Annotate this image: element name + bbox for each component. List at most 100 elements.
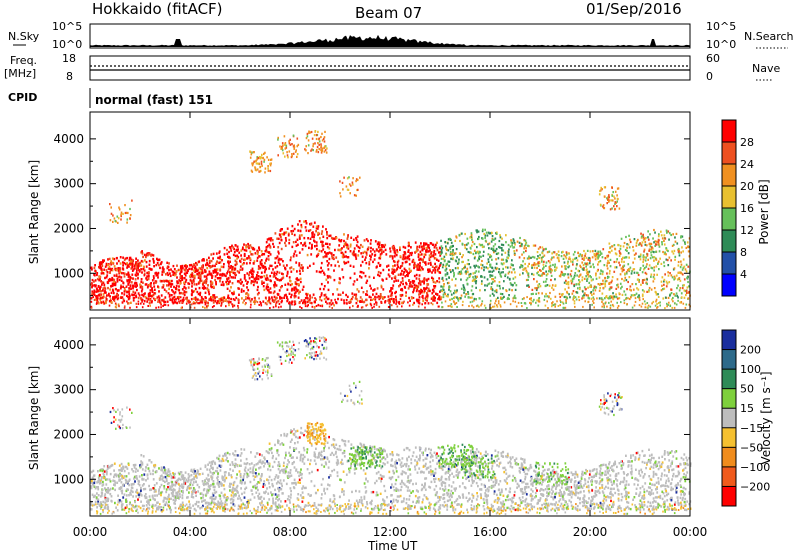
- scatter-cell: [583, 257, 586, 260]
- scatter-cell: [162, 286, 165, 289]
- scatter-cell: [524, 239, 527, 242]
- scatter-cell: [663, 287, 666, 290]
- scatter-cell: [261, 282, 263, 285]
- scatter-cell: [228, 289, 231, 293]
- scatter-cell: [538, 463, 541, 467]
- scatter-cell: [332, 500, 335, 503]
- scatter-cell: [115, 287, 117, 291]
- scatter-cell: [132, 277, 134, 280]
- scatter-cell: [615, 477, 617, 481]
- scatter-cell: [551, 302, 553, 305]
- scatter-cell: [315, 137, 318, 141]
- scatter-cell: [393, 270, 396, 273]
- scatter-cell: [220, 303, 223, 306]
- scatter-cell: [147, 305, 149, 307]
- scatter-cell: [110, 268, 113, 272]
- scatter-cell: [555, 253, 558, 256]
- scatter-cell: [99, 266, 102, 270]
- scatter-cell: [133, 264, 136, 268]
- scatter-cell: [499, 304, 502, 307]
- scatter-cell: [442, 279, 445, 282]
- scatter-cell: [217, 300, 219, 303]
- scatter-cell: [171, 289, 173, 292]
- scatter-cell: [233, 247, 235, 251]
- scatter-cell: [495, 300, 497, 303]
- scatter-cell: [491, 464, 494, 468]
- scatter-cell: [156, 258, 159, 262]
- scatter-cell: [95, 295, 97, 298]
- scatter-cell: [148, 301, 151, 305]
- scatter-cell: [513, 253, 516, 256]
- scatter-cell: [644, 240, 647, 243]
- scatter-cell: [444, 265, 447, 268]
- scatter-cell: [462, 300, 464, 303]
- scatter-cell: [502, 296, 504, 299]
- scatter-cell: [429, 289, 431, 293]
- scatter-cell: [614, 460, 616, 463]
- scatter-cell: [260, 162, 263, 165]
- scatter-cell: [560, 273, 562, 276]
- scatter-cell: [220, 283, 223, 286]
- scatter-cell: [357, 503, 360, 507]
- scatter-cell: [591, 256, 594, 259]
- scatter-cell: [107, 499, 109, 502]
- scatter-cell: [687, 265, 690, 268]
- scatter-cell: [642, 298, 644, 301]
- scatter-cell: [438, 298, 441, 301]
- scatter-cell: [286, 288, 289, 291]
- scatter-cell: [124, 305, 126, 308]
- scatter-cell: [537, 261, 540, 264]
- scatter-cell: [491, 282, 493, 285]
- scatter-cell: [259, 260, 262, 263]
- scatter-cell: [415, 482, 417, 485]
- scatter-cell: [251, 151, 253, 154]
- scatter-cell: [430, 297, 433, 300]
- scatter-cell: [284, 155, 286, 158]
- scatter-cell: [635, 292, 638, 295]
- scatter-cell: [120, 276, 123, 279]
- scatter-cell: [356, 278, 359, 281]
- scatter-cell: [472, 461, 475, 464]
- scatter-cell: [501, 297, 503, 300]
- scatter-cell: [538, 283, 541, 286]
- scatter-cell: [602, 298, 604, 301]
- scatter-cell: [199, 267, 202, 270]
- scatter-cell: [298, 301, 301, 305]
- scatter-cell: [339, 293, 342, 296]
- scatter-cell: [165, 488, 168, 491]
- scatter-cell: [505, 234, 507, 237]
- scatter-cell: [495, 231, 498, 234]
- scatter-cell: [110, 206, 112, 209]
- scatter-cell: [359, 296, 362, 299]
- scatter-cell: [526, 284, 528, 287]
- scatter-cell: [341, 268, 344, 271]
- scatter-cell: [546, 272, 549, 276]
- scatter-cell: [583, 294, 585, 297]
- scatter-cell: [109, 262, 112, 265]
- scatter-cell: [514, 243, 516, 246]
- scatter-cell: [116, 277, 119, 281]
- scatter-cell: [608, 272, 611, 275]
- scatter-cell: [592, 292, 595, 295]
- scatter-cell: [381, 278, 384, 281]
- scatter-cell: [324, 130, 326, 133]
- scatter-cell: [304, 148, 306, 151]
- scatter-cell: [128, 297, 131, 300]
- scatter-cell: [280, 278, 282, 281]
- scatter-cell: [398, 302, 401, 305]
- scatter-cell: [117, 269, 120, 272]
- scatter-cell: [189, 273, 192, 277]
- scatter-cell: [517, 301, 520, 304]
- scatter-cell: [295, 254, 298, 257]
- scatter-cell: [509, 303, 512, 306]
- scatter-cell: [622, 256, 624, 259]
- scatter-cell: [600, 297, 603, 300]
- scatter-cell: [103, 283, 106, 286]
- scatter-cell: [364, 274, 367, 278]
- scatter-cell: [175, 284, 178, 288]
- scatter-cell: [269, 162, 271, 165]
- scatter-cell: [260, 160, 263, 163]
- scatter-cell: [107, 267, 110, 270]
- scatter-cell: [456, 256, 458, 259]
- scatter-cell: [154, 272, 157, 275]
